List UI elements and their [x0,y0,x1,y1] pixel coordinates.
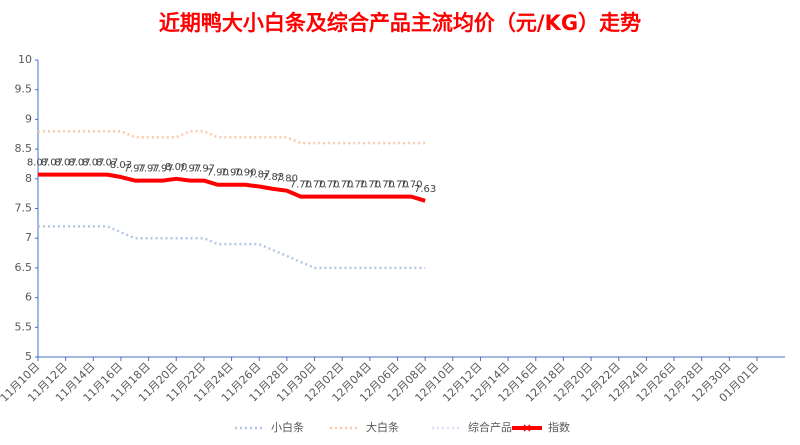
data-label: 7.90 [207,168,229,179]
data-label: 7.97 [179,164,201,175]
y-tick-label: 6.5 [15,261,33,274]
data-label: 8.07 [82,158,104,169]
legend-item: 指数 [512,420,570,434]
y-tick-label: 5 [25,350,32,363]
y-tick-label: 8.5 [15,142,33,155]
data-label: 7.70 [386,180,408,191]
data-label: 8.07 [96,158,118,169]
chart-title: 近期鸭大小白条及综合产品主流均价（元/KG）走势 [159,11,641,35]
legend-label: 小白条 [271,420,304,434]
data-label: 7.63 [414,184,436,195]
data-label: 7.70 [290,180,312,191]
data-label: 8.07 [55,158,77,169]
data-label: 8.07 [41,158,63,169]
data-label: 7.70 [400,180,422,191]
legend-item: 综合产品 [432,420,512,434]
legend-item: 大白条 [330,420,399,434]
legend-label: 综合产品 [468,420,512,434]
data-label: 7.83 [262,172,284,183]
data-label: 8.03 [110,160,132,171]
data-label: 7.90 [234,168,256,179]
data-label: 7.70 [359,180,381,191]
series-line [38,225,426,270]
y-tick-label: 5.5 [15,320,33,333]
data-label: 7.80 [276,174,298,185]
y-tick-label: 9.5 [15,83,33,96]
data-label: 7.87 [248,170,270,181]
legend-label: 大白条 [366,420,399,434]
data-label: 7.97 [124,164,146,175]
data-label: 7.97 [193,164,215,175]
series-line [38,130,426,145]
series-line [38,172,426,203]
data-label: 7.97 [151,164,173,175]
data-label: 8.00 [165,162,187,173]
data-label: 7.70 [373,180,395,191]
y-tick-label: 7 [25,231,32,244]
y-tick-label: 10 [18,53,32,66]
y-tick-label: 7.5 [15,202,33,215]
data-label: 8.07 [68,158,90,169]
data-label: 7.70 [317,180,339,191]
data-label: 8.07 [27,158,49,169]
y-tick-label: 8 [25,172,32,185]
legend-marker [523,424,531,432]
legend-label: 指数 [548,420,570,434]
data-label: 7.70 [303,180,325,191]
data-label: 7.97 [137,164,159,175]
data-label: 7.70 [331,180,353,191]
y-tick-label: 6 [25,291,32,304]
data-label: 7.70 [345,180,367,191]
data-label: 7.90 [220,168,242,179]
y-tick-label: 9 [25,112,32,125]
legend-item: 小白条 [235,420,304,434]
